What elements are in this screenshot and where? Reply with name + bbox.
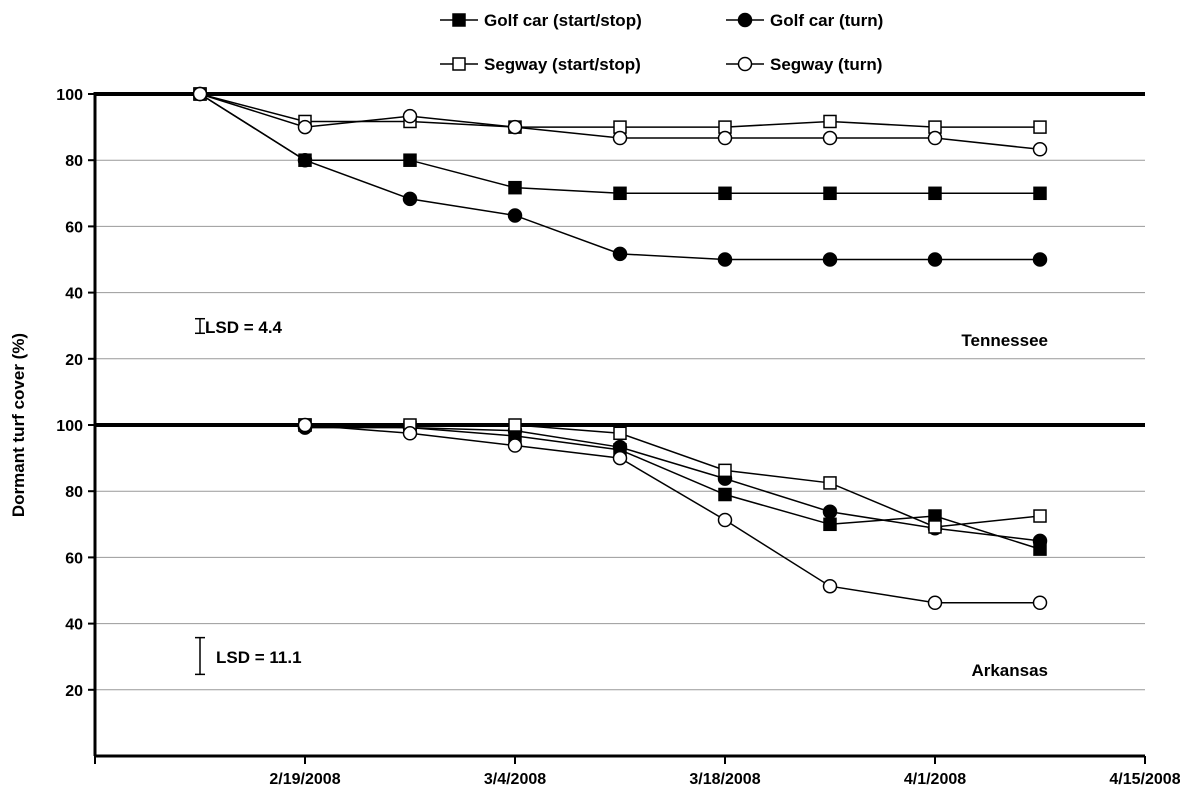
arkansas-panel-label: Arkansas <box>971 661 1048 680</box>
arkansas-segway-start-stop-point <box>823 476 837 490</box>
tennessee-golf-car-turn-point <box>507 208 523 223</box>
tennessee-y-tick-label: 20 <box>65 352 83 369</box>
tennessee-golf-car-turn-point <box>297 152 313 168</box>
arkansas-golf-car-turn-line <box>305 426 1041 542</box>
tennessee-segway-turn-point <box>717 130 733 146</box>
arkansas-segway-turn-line <box>304 424 1040 604</box>
arkansas-segway-turn-point <box>297 417 313 433</box>
legend-golf-car-start-stop-label: Golf car (start/stop) <box>484 11 642 30</box>
tennessee-golf-car-start-stop-point <box>718 186 732 201</box>
legend-segway-turn-marker <box>737 56 753 72</box>
arkansas-y-tick-label: 100 <box>56 418 83 435</box>
tennessee-golf-car-start-stop-point <box>508 180 522 195</box>
arkansas-segway-turn-point <box>507 438 523 453</box>
x-tick-label: 4/15/2008 <box>1109 771 1180 788</box>
gridlines <box>95 92 1145 691</box>
tennessee-golf-car-turn-line <box>199 93 1040 261</box>
tennessee-golf-car-start-stop-point <box>403 153 417 167</box>
arkansas-segway-start-stop-point <box>508 418 522 432</box>
tennessee-golf-car-start-stop-point <box>823 186 837 201</box>
tennessee-panel-label: Tennessee <box>961 331 1048 350</box>
tennessee-segway-turn-point <box>297 119 313 135</box>
x-tick-label: 2/19/2008 <box>269 771 340 788</box>
arkansas-segway-start-stop-point <box>613 426 627 441</box>
arkansas-segway-turn-point <box>927 595 943 610</box>
arkansas-golf-car-turn-point <box>1032 533 1048 549</box>
tennessee-golf-car-turn-point <box>822 252 838 267</box>
arkansas-segway-turn-point <box>717 512 733 528</box>
arkansas-golf-car-start-stop-line <box>304 424 1041 550</box>
arkansas-y-tick-label: 40 <box>65 617 83 634</box>
legend-segway-start-stop-label: Segway (start/stop) <box>484 55 641 74</box>
arkansas-segway-turn-point <box>402 426 418 441</box>
tennessee-lsd-label: LSD = 4.4 <box>205 318 283 337</box>
tennessee-golf-car-start-stop-point <box>928 186 942 201</box>
tennessee-segway-turn-point <box>1032 142 1048 157</box>
x-tick-label: 3/18/2008 <box>689 771 760 788</box>
x-tick-label: 4/1/2008 <box>904 771 966 788</box>
arkansas-segway-start-stop-point <box>1033 509 1047 523</box>
annotations: Tennessee LSD = 4.4 Arkansas LSD = 11.1 <box>195 317 1048 680</box>
tennessee-golf-car-start-stop-point <box>1033 186 1047 201</box>
arkansas-y-tick-label: 80 <box>65 484 83 501</box>
tennessee-segway-turn-point <box>612 130 628 146</box>
tennessee-segway-turn-point <box>402 108 418 124</box>
tennessee-segway-turn-point <box>507 119 523 135</box>
arkansas-segway-turn-point <box>612 450 628 466</box>
legend-segway-turn-label: Segway (turn) <box>770 55 882 74</box>
tennessee-golf-car-turn-point <box>717 252 733 267</box>
arkansas-segway-turn-point <box>1032 595 1048 610</box>
arkansas-y-tick-label: 20 <box>65 683 83 700</box>
y-axis-label: Dormant turf cover (%) <box>9 333 28 517</box>
arkansas-segway-start-stop-point <box>718 463 732 478</box>
tennessee-segway-turn-point <box>192 86 208 102</box>
arkansas-lsd-label: LSD = 11.1 <box>216 648 302 667</box>
tennessee-y-tick-label: 40 <box>65 286 83 303</box>
arkansas-golf-car-start-stop-point <box>718 487 732 502</box>
legend: Golf car (start/stop) Golf car (turn) Segw… <box>440 11 883 74</box>
tennessee-golf-car-turn-point <box>1032 252 1048 267</box>
tennessee-golf-car-start-stop-point <box>613 186 627 201</box>
arkansas-segway-start-stop-point <box>928 520 942 534</box>
tennessee-segway-start-stop-point <box>1033 120 1047 134</box>
tennessee-golf-car-turn-point <box>612 246 628 262</box>
legend-segway-start-stop-marker <box>452 57 466 71</box>
series-lines <box>192 86 1048 610</box>
tennessee-golf-car-turn-point <box>402 191 418 207</box>
tennessee-segway-turn-point <box>822 130 838 146</box>
arkansas-golf-car-start-stop-point <box>823 517 837 532</box>
x-tick-label: 3/4/2008 <box>484 771 546 788</box>
arkansas-y-tick-label: 60 <box>65 550 83 567</box>
tennessee-segway-start-stop-point <box>823 114 837 129</box>
legend-golf-car-turn-label: Golf car (turn) <box>770 11 883 30</box>
axes: 20 40 60 80 100 20 40 60 80 100 2/19/2008 3/4/2008 3… <box>56 87 1180 788</box>
tennessee-golf-car-turn-point <box>927 252 943 267</box>
tennessee-segway-turn-point <box>927 130 943 146</box>
arkansas-segway-start-stop-line <box>305 424 1041 528</box>
arkansas-segway-turn-point <box>822 578 838 594</box>
legend-golf-car-start-stop-marker <box>452 13 466 27</box>
tennessee-y-tick-label: 80 <box>65 153 83 170</box>
legend-golf-car-turn-marker <box>737 12 753 28</box>
tennessee-y-tick-label: 100 <box>56 87 83 104</box>
tennessee-y-tick-label: 60 <box>65 219 83 236</box>
arkansas-golf-car-turn-point <box>822 504 838 519</box>
